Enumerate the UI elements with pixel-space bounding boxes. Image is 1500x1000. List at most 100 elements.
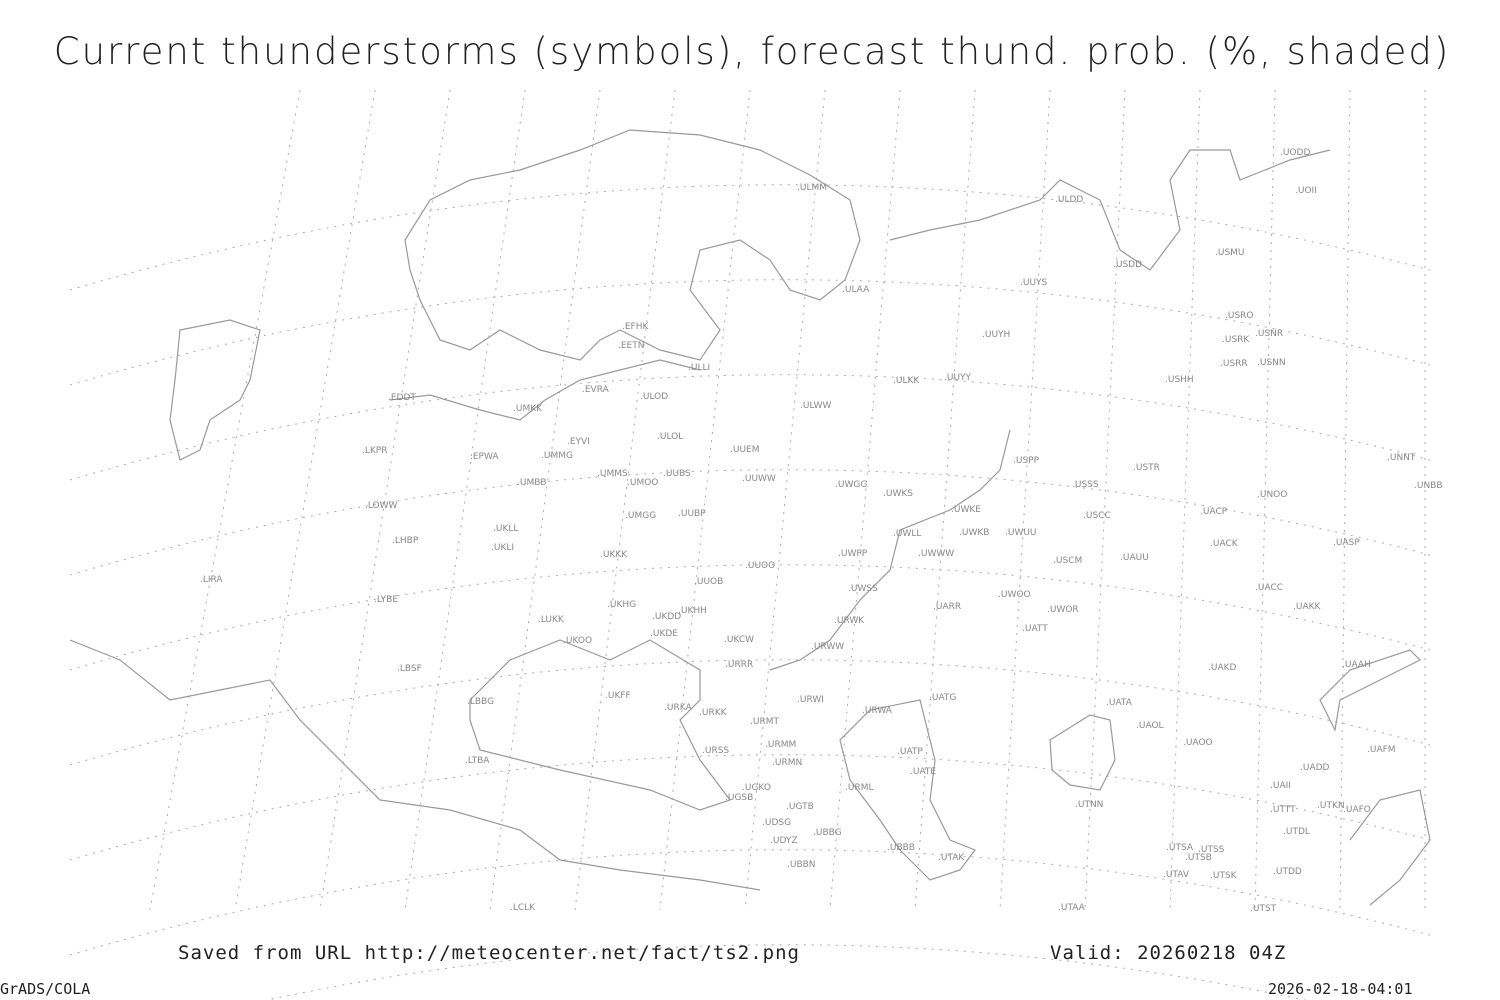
longitude-line [404,89,526,911]
latitude-line [69,659,1431,766]
station-label-ukde: .UKDE [650,629,678,639]
station-label-lukk: .LUKK [538,615,565,625]
station-label-utst: .UTST [1250,904,1277,914]
station-label-ugsb: .UGSB [725,793,753,803]
station-label-urwi: .URWI [797,695,824,705]
latitude-line [69,754,1431,861]
station-label-umkk: .UMKK [513,404,543,414]
station-label-urww: .URWW [811,642,844,652]
station-label-uscm: .USCM [1053,556,1082,566]
saved-from-url: Saved from URL http://meteocenter.net/fa… [178,942,800,964]
station-labels: .EFHK .EETN .ULLI .EVRA .ULOD .EDDT .UMKK .EYVI… [200,148,1443,914]
station-label-usrk: .USRK [1222,335,1250,345]
latitude-line [69,374,1431,481]
station-label-uubs: .UUBS [663,469,691,479]
station-label-uttt: .UTTT [1270,805,1296,815]
station-label-uuyh: .UUYH [982,330,1010,340]
station-label-uaoo: .UAOO [1183,738,1213,748]
latitude-line [69,279,1431,386]
station-label-umbb: .UMBB [517,478,547,488]
station-label-usro: .USRO [1225,311,1254,321]
station-label-utsk: .UTSK [1210,871,1238,881]
station-label-uata: .UATA [1106,698,1133,708]
station-label-uwss: .UWSS [848,584,878,594]
station-label-usnn: .USNN [1257,358,1286,368]
station-label-utaa: .UTAA [1058,903,1086,913]
station-label-uatt: .UATT [1022,624,1048,634]
station-label-uwgg: .UWGG [835,480,867,490]
station-label-loww: .LOWW [365,501,398,511]
station-label-uwll: .UWLL [893,529,921,539]
station-label-ugko: .UGKO [742,783,771,793]
station-label-uasp: .UASP [1333,538,1360,548]
station-label-uauu: .UAUU [1120,553,1149,563]
station-label-ushh: .USHH [1165,375,1194,385]
station-label-uatg: .UATG [929,693,956,703]
station-label-uuem: .UUEM [730,445,760,455]
station-label-ukhh: .UKHH [678,606,707,616]
station-label-urmt: .URMT [750,717,779,727]
coastline-scandinavia [404,129,861,361]
station-label-utsa: .UTSA [1166,843,1194,853]
longitude-line [1339,89,1351,911]
station-label-umoo: .UMOO [627,478,658,488]
station-label-urmm: .URMM [765,740,796,750]
coastline-volga [769,429,1011,671]
station-label-uwpp: .UWPP [838,549,868,559]
station-label-eyvi: .EYVI [567,437,590,447]
longitude-line [319,89,451,911]
coastline-caspian [839,699,976,881]
coastline-north-sea [169,319,261,461]
station-label-urka: .URKA [664,703,692,713]
station-label-ulmm: .ULMM [797,183,827,193]
station-label-uscc: .USCC [1083,511,1111,521]
station-label-urkk: .URKK [699,708,728,718]
station-label-ukcw: .UKCW [724,635,754,645]
station-label-uoii: .UOII [1295,186,1317,196]
longitude-line [914,89,976,911]
latitude-line [69,564,1431,671]
station-label-ugtb: .UGTB [786,802,814,812]
longitude-line [1169,89,1201,911]
station-label-ukoo: .UKOO [563,636,592,646]
coastline-baltic [389,359,701,421]
station-label-ltba: .LTBA [465,756,490,766]
longitude-line [659,89,751,911]
station-label-unoo: .UNOO [1257,490,1287,500]
latitude-line [69,469,1431,576]
station-label-unnt: .UNNT [1387,453,1416,463]
station-label-udyz: .UDYZ [770,836,798,846]
station-label-uacc: .UACC [1255,583,1283,593]
station-label-urrr: .URRR [725,660,753,670]
longitude-line [149,89,301,911]
longitude-line [489,89,601,911]
station-label-ubbb: .UBBB [887,843,915,853]
station-label-ubbg: .UBBG [813,828,842,838]
station-label-ummg: .UMMG [541,451,573,461]
station-label-uafo: .UAFO [1343,805,1371,815]
longitude-line [1254,89,1276,911]
station-label-ubbn: .UBBN [787,860,816,870]
coastline-east [1349,789,1431,906]
station-label-ukll: .UKLL [493,524,518,534]
station-label-usdd: .USDD [1113,260,1142,270]
station-label-urss: .URSS [702,746,729,756]
coastline-black-sea [469,639,731,811]
station-label-uaol: .UAOL [1136,721,1164,731]
station-label-lclk: .LCLK [510,903,536,913]
station-label-utav: .UTAV [1163,870,1190,880]
station-label-urwk: .URWK [834,616,865,626]
station-label-uwuu: .UWUU [1005,528,1037,538]
station-label-lbbg: .LBBG [467,697,494,707]
station-label-ukdd: .UKDD [652,612,681,622]
station-label-udsg: .UDSG [762,818,791,828]
coastline-arctic [889,149,1331,271]
station-label-uwww: .UWWW [918,549,954,559]
station-label-ulww: .ULWW [800,401,832,411]
station-label-lhbp: .LHBP [392,536,419,546]
station-label-uuyy: .UUYY [944,373,972,383]
station-label-usnr: .USNR [1255,329,1283,339]
credit: GrADS/COLA [0,980,91,998]
station-label-uwke: .UWKE [951,505,981,515]
station-label-unbb: .UNBB [1414,481,1443,491]
